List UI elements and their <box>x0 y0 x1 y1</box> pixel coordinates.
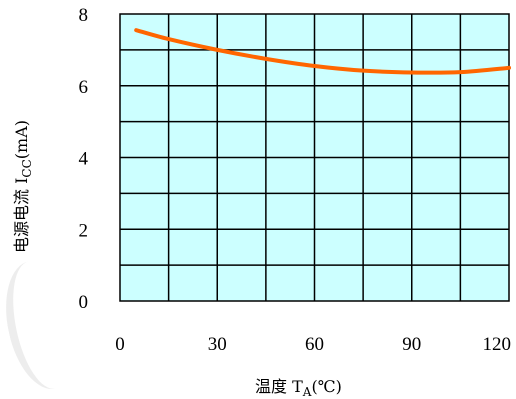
y-tick-label-4: 4 <box>79 149 89 170</box>
series-line-icc <box>134 28 511 75</box>
x-tick-label-90: 90 <box>402 334 421 355</box>
x-tick-label-0: 0 <box>115 334 125 355</box>
y-tick-label-2: 2 <box>79 220 89 241</box>
x-tick-label-60: 60 <box>305 334 324 355</box>
y-tick-label-6: 6 <box>79 77 89 98</box>
y-axis-ticks: 0 2 4 6 8 <box>79 5 89 313</box>
x-tick-label-30: 30 <box>208 334 227 355</box>
x-axis-ticks: 0 30 60 90 120 <box>115 334 511 355</box>
x-tick-label-120: 120 <box>483 334 512 355</box>
y-axis-label: 电源电流 ICC(mA) <box>12 120 34 253</box>
horizontal-gridlines <box>120 49 509 266</box>
x-axis-label: 温度 TA(℃) <box>255 377 342 399</box>
y-tick-label-0: 0 <box>79 292 89 313</box>
y-tick-label-8: 8 <box>79 5 89 26</box>
